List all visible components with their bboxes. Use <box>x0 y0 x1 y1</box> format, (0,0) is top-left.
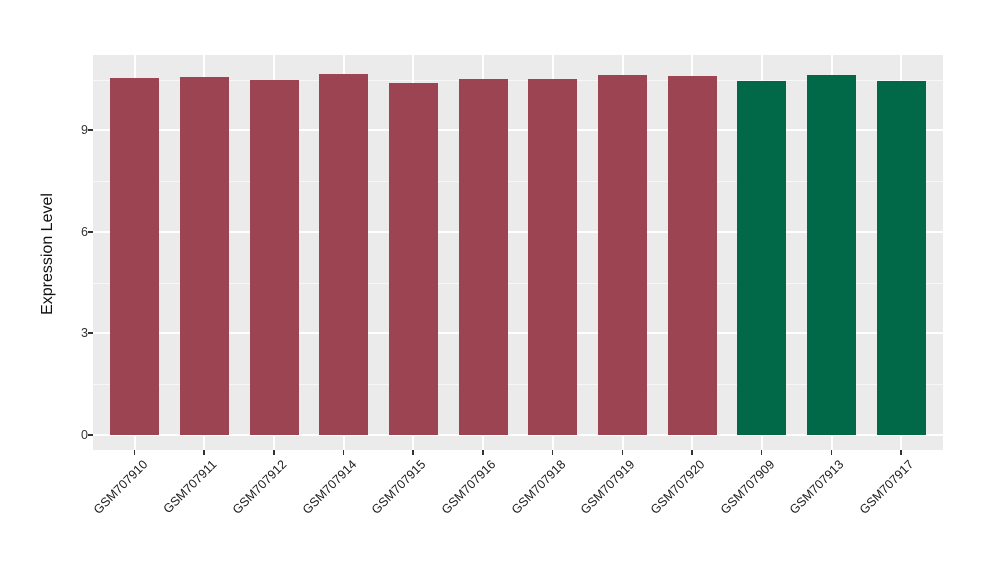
x-tick-mark <box>830 450 833 455</box>
x-tick-mark <box>342 450 345 455</box>
bar-GSM707911 <box>180 76 229 435</box>
x-tick-label-GSM707920: GSM707920 <box>647 457 708 517</box>
x-tick-mark <box>133 450 136 455</box>
y-tick-label: 0 <box>81 428 88 442</box>
y-tick-mark <box>88 230 93 233</box>
bar-GSM707917 <box>876 81 926 435</box>
y-tick-mark <box>88 434 93 436</box>
gridline-horizontal-major <box>93 129 943 132</box>
bar-GSM707916 <box>458 79 508 435</box>
x-tick-label-GSM707913: GSM707913 <box>787 457 847 517</box>
x-tick-mark <box>551 450 554 455</box>
gridline-horizontal-minor <box>93 282 943 284</box>
bar-GSM707914 <box>319 73 369 435</box>
x-tick-label-GSM707912: GSM707912 <box>229 457 290 517</box>
gridline-horizontal-minor <box>93 384 943 386</box>
x-tick-mark <box>412 450 415 455</box>
x-tick-label-GSM707909: GSM707909 <box>717 457 778 517</box>
gridline-horizontal-minor <box>93 79 943 81</box>
x-tick-label-GSM707914: GSM707914 <box>299 457 360 517</box>
bar-GSM707920 <box>667 75 717 435</box>
y-tick-mark <box>88 332 93 335</box>
gridline-horizontal-minor <box>93 181 943 183</box>
x-tick-label-GSM707915: GSM707915 <box>369 457 429 517</box>
x-tick-mark <box>273 450 275 455</box>
x-tick-label-GSM707911: GSM707911 <box>160 457 220 517</box>
bar-GSM707910 <box>110 77 160 435</box>
bar-GSM707919 <box>598 74 647 435</box>
gridline-horizontal-major <box>93 332 943 335</box>
x-tick-mark <box>900 450 902 455</box>
x-tick-mark <box>621 450 624 455</box>
x-tick-label-GSM707917: GSM707917 <box>856 457 917 517</box>
x-tick-mark <box>691 450 693 455</box>
x-tick-mark <box>203 450 206 455</box>
y-tick-label: 3 <box>81 326 88 341</box>
x-tick-mark <box>760 450 763 455</box>
gridline-horizontal-major <box>93 230 943 233</box>
plot-panel <box>93 55 943 450</box>
x-tick-label-GSM707919: GSM707919 <box>578 457 638 517</box>
gridline-horizontal-major <box>93 434 943 436</box>
y-axis-title: Expression Level <box>39 193 56 315</box>
x-tick-label-GSM707916: GSM707916 <box>438 457 499 517</box>
y-tick-mark <box>88 129 93 132</box>
bar-GSM707915 <box>389 83 438 435</box>
bar-GSM707913 <box>807 74 856 435</box>
x-tick-label-GSM707910: GSM707910 <box>90 457 151 517</box>
bar-GSM707912 <box>249 80 299 435</box>
bar-GSM707909 <box>737 81 787 435</box>
x-tick-label-GSM707918: GSM707918 <box>508 457 569 517</box>
y-tick-label: 9 <box>81 123 88 138</box>
bar-GSM707918 <box>528 79 578 435</box>
y-tick-label: 6 <box>81 224 88 239</box>
x-tick-mark <box>482 450 484 455</box>
